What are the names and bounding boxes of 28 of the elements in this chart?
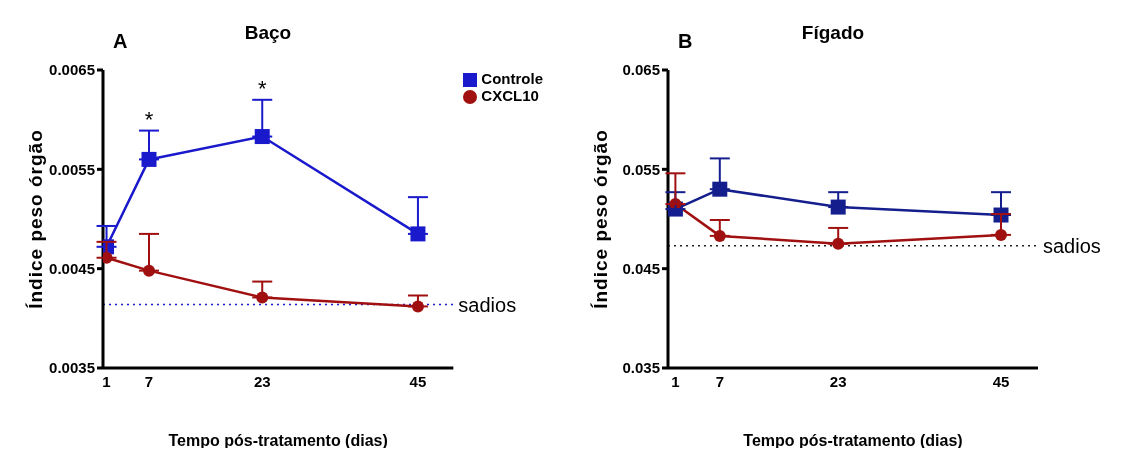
- y-tick-label: 0.0045: [49, 259, 95, 277]
- legend-label: CXCL10: [481, 87, 539, 105]
- y-tick-label: 0.055: [622, 160, 660, 178]
- y-tick-label: 0.045: [622, 259, 660, 277]
- y-tick-label: 0.065: [622, 61, 660, 79]
- y-tick-label: 0.0065: [49, 61, 95, 79]
- y-tick-label: 0.0055: [49, 160, 95, 178]
- y-axis-title: Índice peso órgão: [25, 129, 47, 309]
- ref-line-label: sadios: [458, 293, 517, 316]
- annotation: *: [257, 75, 267, 101]
- y-tick-label: 0.0035: [49, 359, 95, 377]
- x-tick-label: 45: [409, 372, 427, 390]
- chart-title: Baço: [244, 22, 292, 43]
- y-tick-label: 0.035: [622, 359, 660, 377]
- x-tick-label: 45: [992, 372, 1010, 390]
- legend-label: Controle: [481, 70, 543, 87]
- text: B: [678, 30, 693, 53]
- annotation: *: [144, 106, 154, 132]
- x-tick-label: 7: [715, 372, 724, 390]
- x-tick-label: 23: [253, 372, 271, 390]
- text: A: [113, 30, 128, 53]
- chart-title: Fígado: [801, 22, 865, 43]
- ref-line-label: sadios: [1043, 234, 1101, 257]
- x-tick-label: 1: [671, 372, 680, 390]
- x-tick-label: 7: [144, 372, 154, 390]
- y-axis-title: Índice peso órgão: [590, 129, 612, 309]
- x-tick-label: 23: [829, 372, 847, 390]
- x-tick-label: 1: [102, 372, 111, 390]
